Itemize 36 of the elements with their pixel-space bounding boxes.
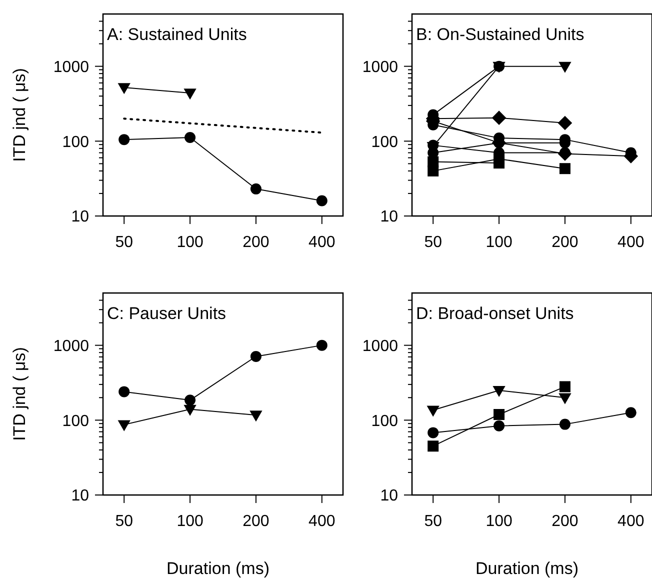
text: A: Sustained Units xyxy=(107,25,247,44)
x-tick-label: 100 xyxy=(176,513,204,530)
x-tick-label: 200 xyxy=(552,513,578,530)
x-tick-label: 200 xyxy=(242,234,270,251)
x-tick-label: 400 xyxy=(618,513,644,530)
y-tick-label: 10 xyxy=(71,208,90,226)
y-tick-label: 1000 xyxy=(362,58,398,76)
text: B: On-Sustained Units xyxy=(416,25,584,44)
y-tick-label: 100 xyxy=(62,134,90,151)
y-tick-label: 10 xyxy=(380,488,398,505)
y-tick-label: 10 xyxy=(380,208,398,226)
text: D: Broad-onset Units xyxy=(416,304,574,323)
x-tick-label: 100 xyxy=(486,513,512,530)
y-tick-label: 1000 xyxy=(53,58,90,76)
y-axis-title: ITD jnd ( μs) xyxy=(10,68,29,162)
x-tick-label: 200 xyxy=(552,234,578,251)
y-tick-label: 100 xyxy=(371,134,398,151)
y-tick-label: 100 xyxy=(62,412,90,430)
x-tick-label: 50 xyxy=(424,234,442,251)
x-tick-label: 50 xyxy=(424,513,442,530)
y-tick-label: 10 xyxy=(71,488,90,505)
x-tick-label: 50 xyxy=(115,513,134,530)
text: C: Pauser Units xyxy=(107,304,226,323)
y-axis-title: ITD jnd ( μs) xyxy=(10,347,29,441)
x-axis-title: Duration (ms) xyxy=(476,559,578,578)
x-tick-label: 100 xyxy=(486,234,512,251)
x-axis-title: Duration (ms) xyxy=(166,559,270,578)
x-tick-label: 400 xyxy=(308,513,336,530)
x-tick-label: 100 xyxy=(176,234,204,251)
x-tick-label: 50 xyxy=(115,234,134,251)
y-tick-label: 1000 xyxy=(362,338,398,355)
x-tick-label: 400 xyxy=(308,234,336,251)
x-tick-label: 400 xyxy=(618,234,644,251)
y-tick-label: 1000 xyxy=(53,338,90,355)
y-tick-label: 100 xyxy=(371,412,398,430)
x-tick-label: 200 xyxy=(242,513,270,530)
